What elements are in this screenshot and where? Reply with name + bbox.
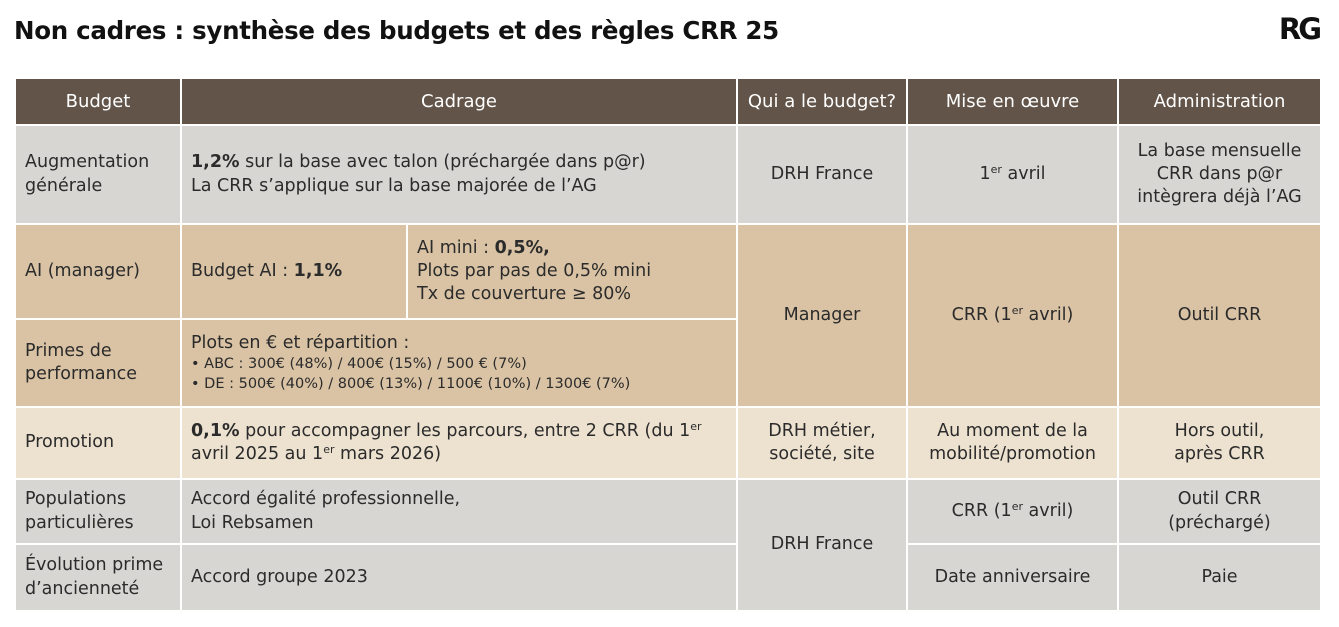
col-header-cadrage: Cadrage — [180, 77, 738, 126]
cell-cadrage: Accord groupe 2023 — [180, 543, 738, 612]
cell-qui-drh-france: DRH France — [736, 478, 908, 612]
cell-qui: DRH France — [736, 124, 908, 225]
cell-admin: La base mensuelle CRR dans p@r intègrera… — [1117, 124, 1322, 225]
table-row-evolution-prime: Évolution prime d’ancienneté Accord grou… — [14, 543, 1322, 612]
cell-cadrage-ai-mini: AI mini : 0,5%, Plots par pas de 0,5% mi… — [406, 223, 738, 320]
cell-budget: Populations particulières — [14, 478, 182, 545]
cell-cadrage-budget-ai: Budget AI : 1,1% — [180, 223, 408, 320]
table-row-primes-performance: Primes de performance Plots en € et répa… — [14, 318, 1321, 408]
cell-admin: Hors outil, après CRR — [1117, 406, 1322, 480]
cell-qui: DRH métier, société, site — [736, 406, 908, 480]
cell-admin: Outil CRR (préchargé) — [1117, 478, 1322, 545]
cell-budget: Primes de performance — [14, 318, 182, 408]
cell-budget: AI (manager) — [14, 223, 182, 320]
col-header-qui: Qui a le budget? — [736, 77, 908, 126]
cell-cadrage: 1,2% sur la base avec talon (préchargée … — [180, 124, 738, 225]
cell-admin: Paie — [1117, 543, 1322, 612]
page-title: Non cadres : synthèse des budgets et des… — [14, 16, 779, 45]
table-row-promotion: Promotion 0,1% pour accompagner les parc… — [14, 406, 1322, 480]
cell-budget: Évolution prime d’ancienneté — [14, 543, 182, 612]
rate-value: 1,2% — [191, 152, 240, 173]
cell-qui-manager: Manager — [736, 223, 908, 408]
table-header-row: Budget Cadrage Qui a le budget? Mise en … — [14, 77, 1322, 126]
cell-mise: CRR (1er avril) — [906, 478, 1119, 545]
cell-admin-outil-crr: Outil CRR — [1117, 223, 1322, 408]
budget-synthesis-table: Budget Cadrage Qui a le budget? Mise en … — [14, 77, 1322, 612]
cell-cadrage: 0,1% pour accompagner les parcours, entr… — [180, 406, 738, 480]
table-row-ai-manager: AI (manager) Budget AI : 1,1% AI mini : … — [14, 223, 1322, 408]
cell-mise: Date anniversaire — [906, 543, 1119, 612]
table-row-augmentation-generale: Augmentation générale 1,2% sur la base a… — [14, 124, 1322, 225]
cell-mise-crr: CRR (1er avril) — [906, 223, 1119, 408]
cell-mise: Au moment de la mobilité/promotion — [906, 406, 1119, 480]
cell-budget: Promotion — [14, 406, 182, 480]
cell-cadrage: Plots en € et répartition : • ABC : 300€… — [180, 318, 738, 408]
company-logo: RG — [1278, 12, 1322, 46]
cell-mise: 1er avril — [906, 124, 1119, 225]
col-header-mise: Mise en œuvre — [906, 77, 1119, 126]
cell-cadrage: Accord égalité professionnelle, Loi Rebs… — [180, 478, 738, 545]
col-header-budget: Budget — [14, 77, 182, 126]
col-header-admin: Administration — [1117, 77, 1322, 126]
cell-budget: Augmentation générale — [14, 124, 182, 225]
table-row-populations: Populations particulières Accord égalité… — [14, 478, 1322, 612]
